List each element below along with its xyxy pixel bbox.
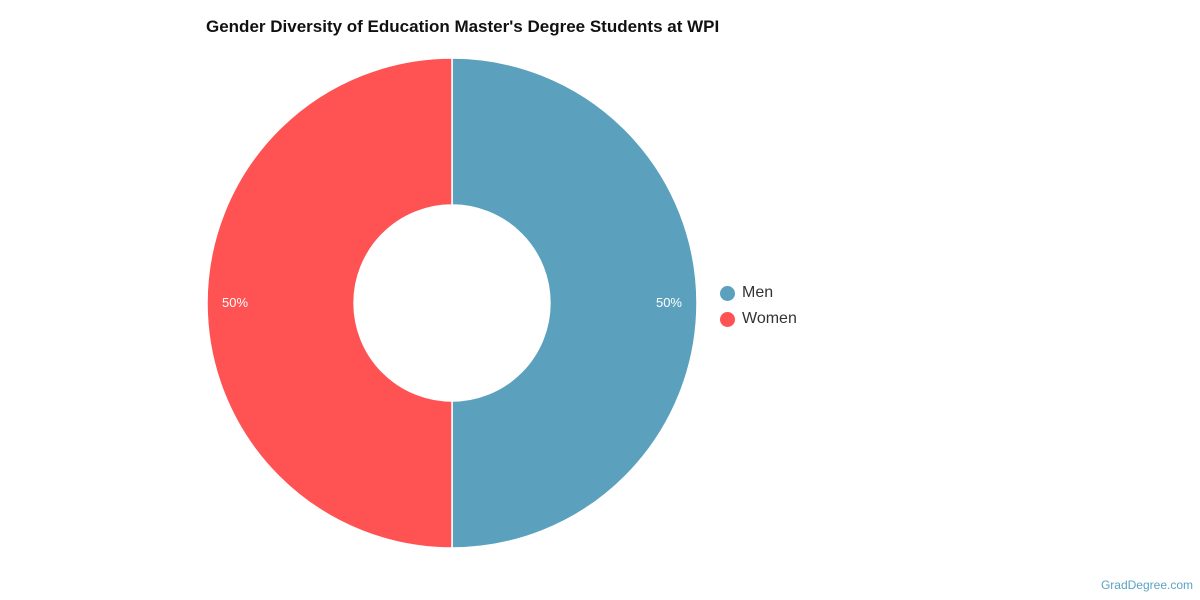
watermark[interactable]: GradDegree.com <box>1100 578 1193 592</box>
slice-men[interactable] <box>451 57 698 549</box>
slice-women[interactable] <box>206 57 453 549</box>
legend: Men Women <box>720 280 797 332</box>
legend-item-men[interactable]: Men <box>720 280 797 306</box>
chart-title: Gender Diversity of Education Master's D… <box>206 17 720 36</box>
slice-label-men: 50% <box>656 295 682 310</box>
slice-label-women: 50% <box>222 295 248 310</box>
legend-label-women: Women <box>742 310 797 327</box>
slice-labels: 50% 50% <box>222 295 682 310</box>
legend-swatch-men <box>720 285 735 301</box>
donut-slices <box>206 57 698 549</box>
legend-label-men: Men <box>742 284 774 301</box>
legend-item-women[interactable]: Women <box>720 306 797 332</box>
legend-swatch-women <box>720 311 735 327</box>
